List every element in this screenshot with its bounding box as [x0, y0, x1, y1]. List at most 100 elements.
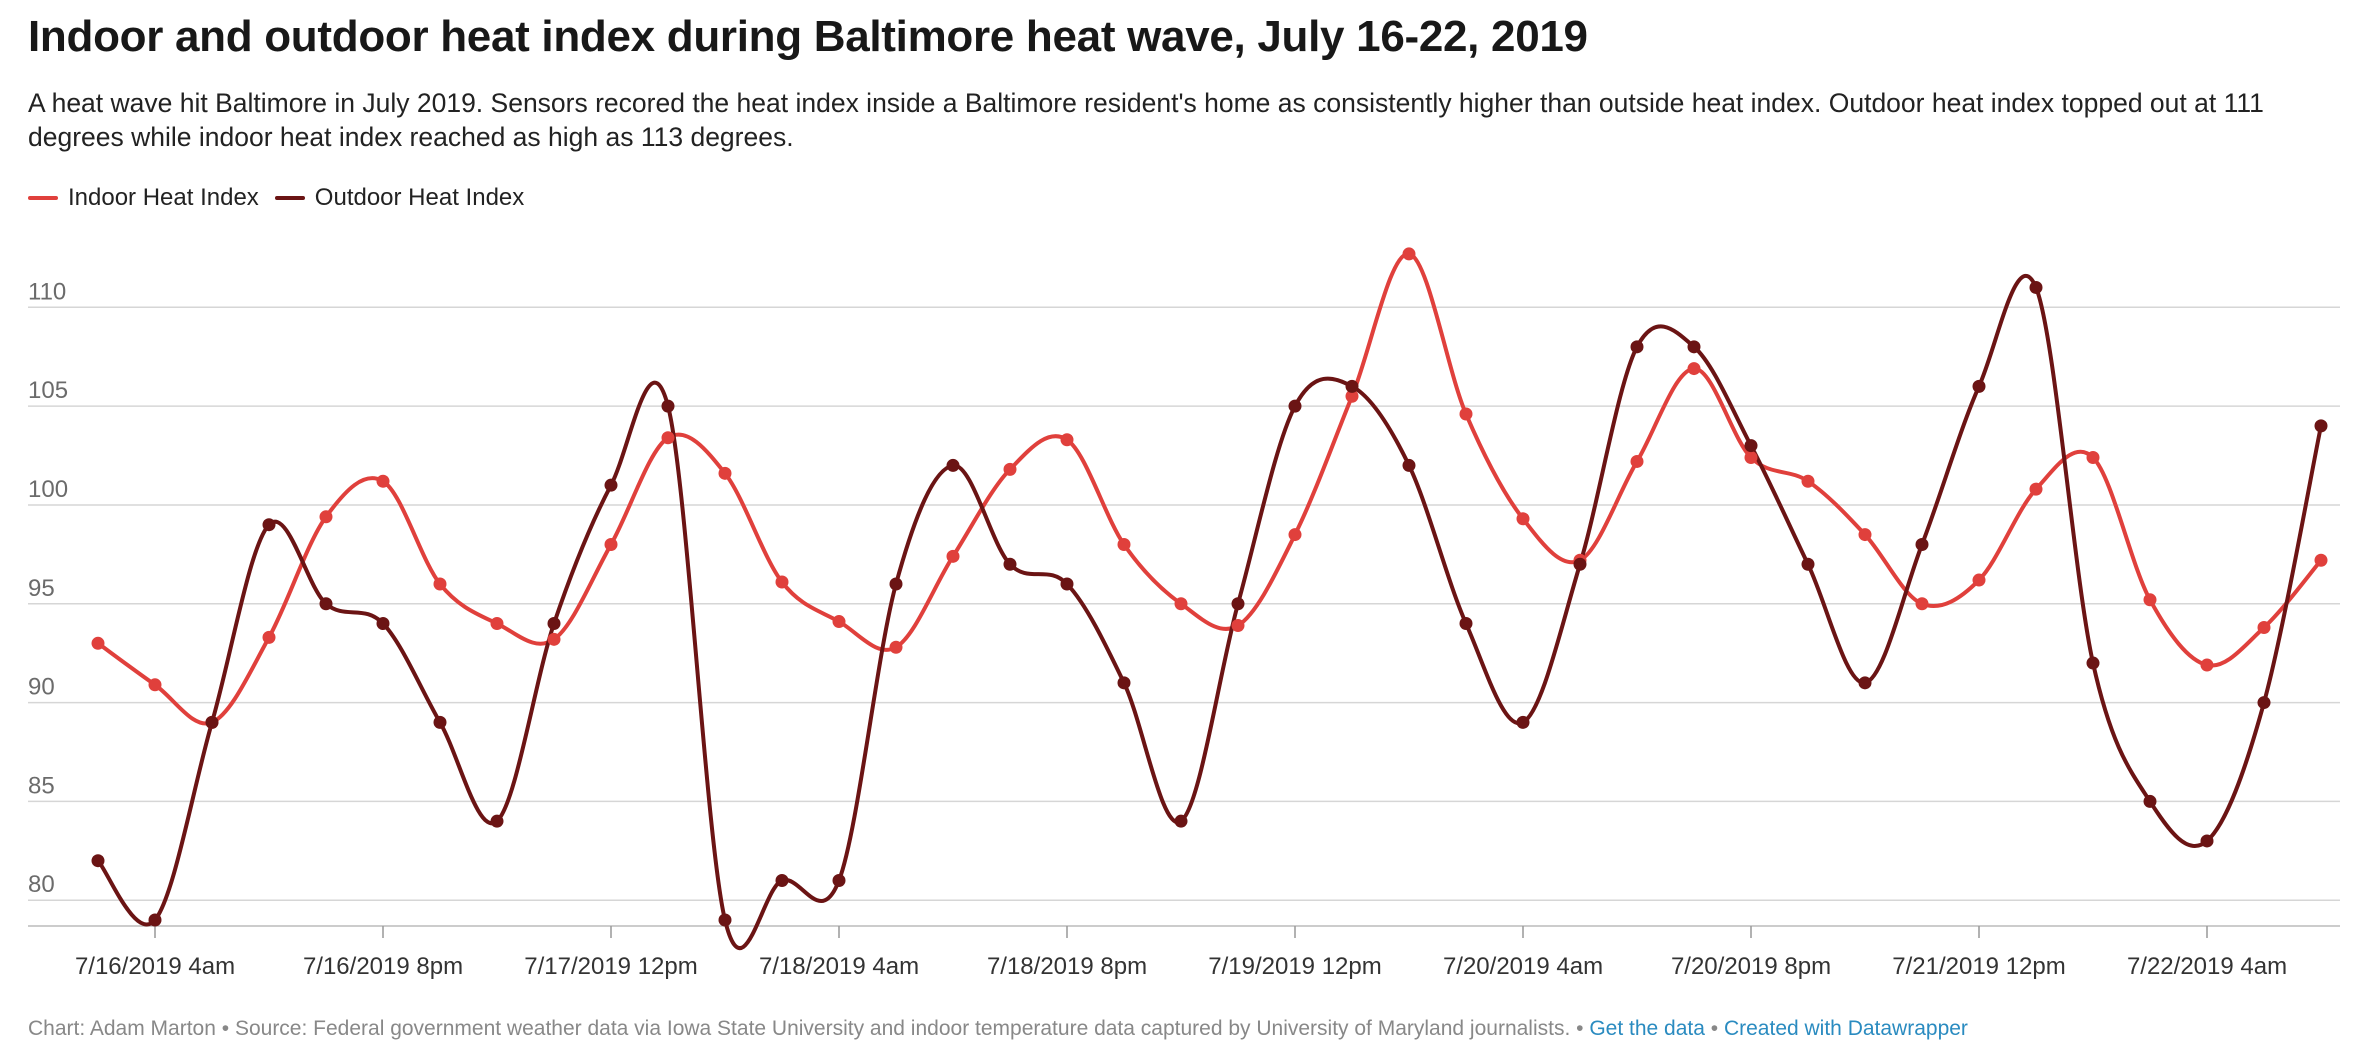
- data-point-indoor: [490, 617, 504, 631]
- data-point-outdoor: [889, 577, 903, 591]
- data-point-outdoor: [1060, 577, 1074, 591]
- data-point-indoor: [1915, 597, 1929, 611]
- y-tick-label: 95: [28, 575, 55, 602]
- series-points: [91, 247, 2328, 927]
- footer-separator: •: [1704, 1017, 1724, 1040]
- data-point-outdoor: [1003, 557, 1017, 571]
- data-point-indoor: [2314, 553, 2328, 567]
- data-point-outdoor: [1972, 379, 1986, 393]
- data-point-outdoor: [718, 913, 732, 927]
- data-point-outdoor: [1801, 557, 1815, 571]
- footer-separator: •: [1570, 1017, 1590, 1040]
- data-point-indoor: [718, 466, 732, 480]
- data-point-indoor: [1801, 474, 1815, 488]
- data-point-outdoor: [1573, 557, 1587, 571]
- data-point-indoor: [2143, 593, 2157, 607]
- data-point-outdoor: [376, 617, 390, 631]
- data-point-indoor: [1459, 407, 1473, 421]
- data-point-indoor: [1402, 247, 1416, 261]
- data-point-outdoor: [2257, 696, 2271, 710]
- data-point-indoor: [148, 678, 162, 692]
- data-point-outdoor: [1915, 537, 1929, 551]
- legend-label-outdoor: Outdoor Heat Index: [314, 184, 525, 211]
- data-point-indoor: [1231, 619, 1245, 633]
- data-point-outdoor: [604, 478, 618, 492]
- series-line-outdoor: [96, 273, 2323, 951]
- data-point-indoor: [946, 549, 960, 563]
- x-tick-label: 7/22/2019 4am: [2127, 953, 2287, 980]
- y-tick-label: 110: [28, 278, 66, 305]
- x-tick-label: 7/20/2019 8pm: [1671, 953, 1831, 980]
- legend-swatch-outdoor: [274, 196, 305, 200]
- chart-legend: Indoor Heat Index Outdoor Heat Index: [28, 184, 540, 212]
- x-axis: 7/16/2019 4am 7/16/2019 8pm 7/17/2019 12pm…: [75, 926, 2287, 980]
- data-point-indoor: [775, 575, 789, 589]
- data-point-indoor: [433, 577, 447, 591]
- chart-subtitle: A heat wave hit Baltimore in July 2019. …: [28, 88, 2264, 152]
- data-point-indoor: [2086, 451, 2100, 465]
- data-point-outdoor: [262, 518, 276, 532]
- data-point-indoor: [1687, 362, 1701, 376]
- data-point-outdoor: [2314, 419, 2328, 433]
- data-point-indoor: [1345, 389, 1359, 403]
- data-point-outdoor: [148, 913, 162, 927]
- data-point-outdoor: [775, 873, 789, 887]
- data-point-indoor: [376, 474, 390, 488]
- data-point-outdoor: [1687, 340, 1701, 354]
- data-point-indoor: [832, 615, 846, 629]
- legend-label-indoor: Indoor Heat Index: [68, 184, 259, 211]
- x-tick-label: 7/20/2019 4am: [1443, 953, 1603, 980]
- data-point-indoor: [1516, 512, 1530, 526]
- data-point-outdoor: [1345, 379, 1359, 393]
- data-point-outdoor: [1858, 676, 1872, 690]
- data-point-indoor: [1174, 597, 1188, 611]
- data-point-indoor: [1744, 451, 1758, 465]
- data-point-outdoor: [1630, 340, 1644, 354]
- x-tick-label: 7/17/2019 12pm: [524, 953, 697, 980]
- x-tick-label: 7/21/2019 12pm: [1892, 953, 2065, 980]
- datawrapper-link[interactable]: Created with Datawrapper: [1723, 1017, 1968, 1040]
- data-point-indoor: [1288, 528, 1302, 542]
- footer-separator: •: [215, 1017, 235, 1040]
- data-point-indoor: [1858, 528, 1872, 542]
- data-point-indoor: [2200, 658, 2214, 672]
- data-point-indoor: [1972, 573, 1986, 587]
- data-point-outdoor: [433, 715, 447, 729]
- y-tick-label: 80: [28, 871, 55, 898]
- data-point-outdoor: [2143, 794, 2157, 808]
- data-point-outdoor: [946, 458, 960, 472]
- legend-swatch-indoor: [28, 196, 58, 200]
- data-point-outdoor: [1459, 617, 1473, 631]
- data-point-indoor: [319, 510, 333, 524]
- data-point-outdoor: [661, 399, 675, 413]
- get-data-link[interactable]: Get the data: [1589, 1017, 1705, 1040]
- chart-footer: Chart: Adam Marton • Source: Federal gov…: [28, 1017, 1968, 1041]
- data-point-outdoor: [1744, 439, 1758, 453]
- data-point-indoor: [1003, 462, 1017, 476]
- data-point-outdoor: [2029, 281, 2043, 295]
- y-tick-label: 85: [28, 772, 55, 799]
- data-point-indoor: [889, 640, 903, 654]
- footer-credit: Chart: Adam Marton: [28, 1017, 216, 1040]
- legend-item-indoor: Indoor Heat Index: [28, 184, 259, 212]
- chart-title: Indoor and outdoor heat index during Bal…: [28, 12, 1588, 61]
- gridlines: [28, 306, 2340, 927]
- series-line-indoor: [96, 251, 2323, 726]
- footer-source: Source: Federal government weather data …: [234, 1017, 1571, 1040]
- data-point-indoor: [2029, 482, 2043, 496]
- legend-item-outdoor: Outdoor Heat Index: [274, 184, 525, 212]
- data-point-indoor: [1630, 454, 1644, 468]
- x-tick-label: 7/16/2019 4am: [75, 953, 235, 980]
- data-point-outdoor: [490, 814, 504, 828]
- data-point-outdoor: [2086, 656, 2100, 670]
- y-tick-label: 90: [28, 674, 55, 701]
- data-point-indoor: [547, 632, 561, 646]
- data-point-outdoor: [1117, 676, 1131, 690]
- data-point-indoor: [661, 431, 675, 445]
- data-point-outdoor: [319, 597, 333, 611]
- y-tick-label: 100: [28, 476, 68, 503]
- y-tick-label: 105: [28, 377, 68, 404]
- x-tick-label: 7/18/2019 4am: [759, 953, 919, 980]
- x-tick-label: 7/16/2019 8pm: [303, 953, 463, 980]
- data-point-outdoor: [547, 617, 561, 631]
